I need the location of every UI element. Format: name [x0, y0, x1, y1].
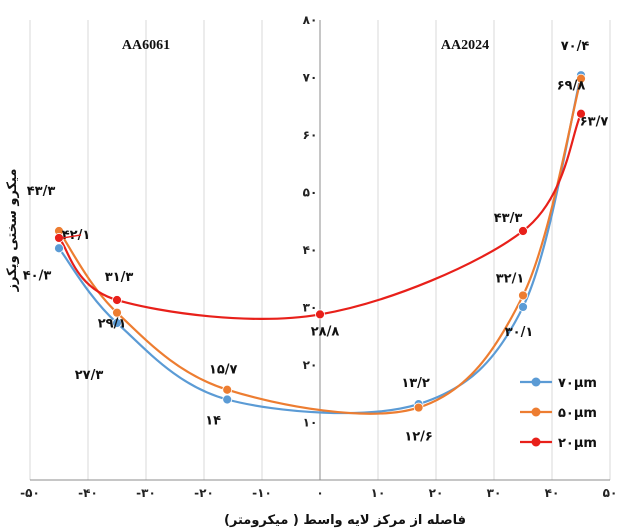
- x-tick-label: -۱۰: [252, 486, 272, 500]
- data-label: ۳۲/۱: [496, 271, 525, 286]
- y-tick-label: ۸۰: [303, 13, 318, 27]
- alloy-label: AA6061: [122, 38, 170, 53]
- x-tick-label: ۴۰: [545, 486, 560, 500]
- alloy-label: AA2024: [441, 38, 489, 53]
- data-label: ۱۲/۶: [404, 430, 433, 445]
- x-tick-label: -۴۰: [78, 486, 98, 500]
- x-tick-label: -۳۰: [136, 486, 156, 500]
- data-point: [112, 307, 122, 318]
- data-point: [54, 243, 64, 254]
- data-label: ۴۳/۳: [494, 211, 523, 226]
- y-axis-title: میکرو سختی ویکرز: [5, 169, 20, 293]
- x-axis-title: فاصله از مرکز لایه واسط ( میکرومتر): [224, 513, 466, 528]
- legend-label: ۵۰µm: [558, 406, 597, 421]
- legend: ۷۰µm ۵۰µm ۲۰µm: [520, 376, 597, 451]
- x-tick-label: ۲۰: [429, 486, 444, 500]
- data-point: [518, 290, 528, 301]
- data-label: ۳۱/۳: [105, 270, 134, 285]
- data-label: ۶۳/۷: [580, 115, 609, 130]
- data-label: ۷۰/۴: [561, 39, 590, 54]
- data-point: [413, 402, 424, 413]
- data-point: [518, 226, 528, 236]
- alloy-annotations: AA6061 AA2024: [122, 38, 489, 53]
- y-tick-label: ۵۰: [303, 186, 318, 200]
- data-point: [222, 394, 233, 405]
- data-label: ۳۰/۱: [505, 325, 534, 340]
- y-tick-label: ۶۰: [303, 128, 318, 142]
- data-point: [222, 384, 233, 395]
- x-tick-label: ۱۰: [371, 486, 386, 500]
- data-label: ۴۰/۳: [23, 268, 52, 283]
- legend-swatch-marker: [531, 437, 541, 447]
- legend-swatch-marker: [531, 377, 541, 387]
- vertical-gridlines: [29, 20, 611, 480]
- data-labels: ۴۰/۳ ۲۷/۳ ۱۴ ۱۳/۲ ۳۰/۱ ۷۰/۴ ۴۳/۳ ۲۹/۱ ۱۵/۷ ۱۲/۶ ۳۲…: [23, 39, 609, 444]
- data-point: [112, 318, 122, 328]
- y-tick-label: ۷۰: [303, 71, 318, 85]
- data-point: [315, 309, 325, 320]
- data-label: ۲۷/۳: [75, 368, 104, 383]
- data-label: ۲۹/۱: [98, 317, 127, 332]
- y-tick-label: ۲۰: [303, 358, 318, 372]
- leader-line: [62, 234, 82, 239]
- y-tick-label: ۳۰: [303, 301, 318, 315]
- x-tick-label: ۰: [316, 486, 323, 500]
- y-tick-label: ۱۰: [303, 416, 318, 430]
- x-tick-label: ۳۰: [487, 486, 502, 500]
- data-label: ۲۸/۸: [311, 324, 340, 339]
- data-point: [518, 302, 528, 312]
- data-point: [576, 73, 586, 84]
- data-label: ۱۵/۷: [209, 363, 238, 378]
- data-label: ۱۴: [205, 414, 221, 429]
- data-point: [576, 108, 586, 119]
- legend-label: ۷۰µm: [558, 376, 597, 391]
- x-tick-label: ۵۰: [603, 486, 618, 500]
- axes: -۵۰ -۴۰ -۳۰ -۲۰ -۱۰ ۰ ۱۰ ۲۰ ۳۰ ۴۰ ۵۰ ۱۰ ۲۰ ۳۰ ۴۰ ۵۰ ۶۰ ۷۰…: [20, 13, 617, 500]
- data-label: ۴۳/۳: [27, 184, 56, 199]
- series-points: [54, 70, 586, 413]
- x-tick-label: -۲۰: [194, 486, 214, 500]
- data-point: [112, 295, 122, 305]
- data-label: ۱۳/۲: [401, 376, 430, 391]
- x-tick-label: -۵۰: [20, 486, 40, 500]
- data-label: ۶۹/۸: [557, 79, 586, 94]
- legend-swatch-marker: [531, 407, 541, 417]
- legend-label: ۲۰µm: [558, 436, 597, 451]
- y-tick-label: ۴۰: [303, 243, 318, 257]
